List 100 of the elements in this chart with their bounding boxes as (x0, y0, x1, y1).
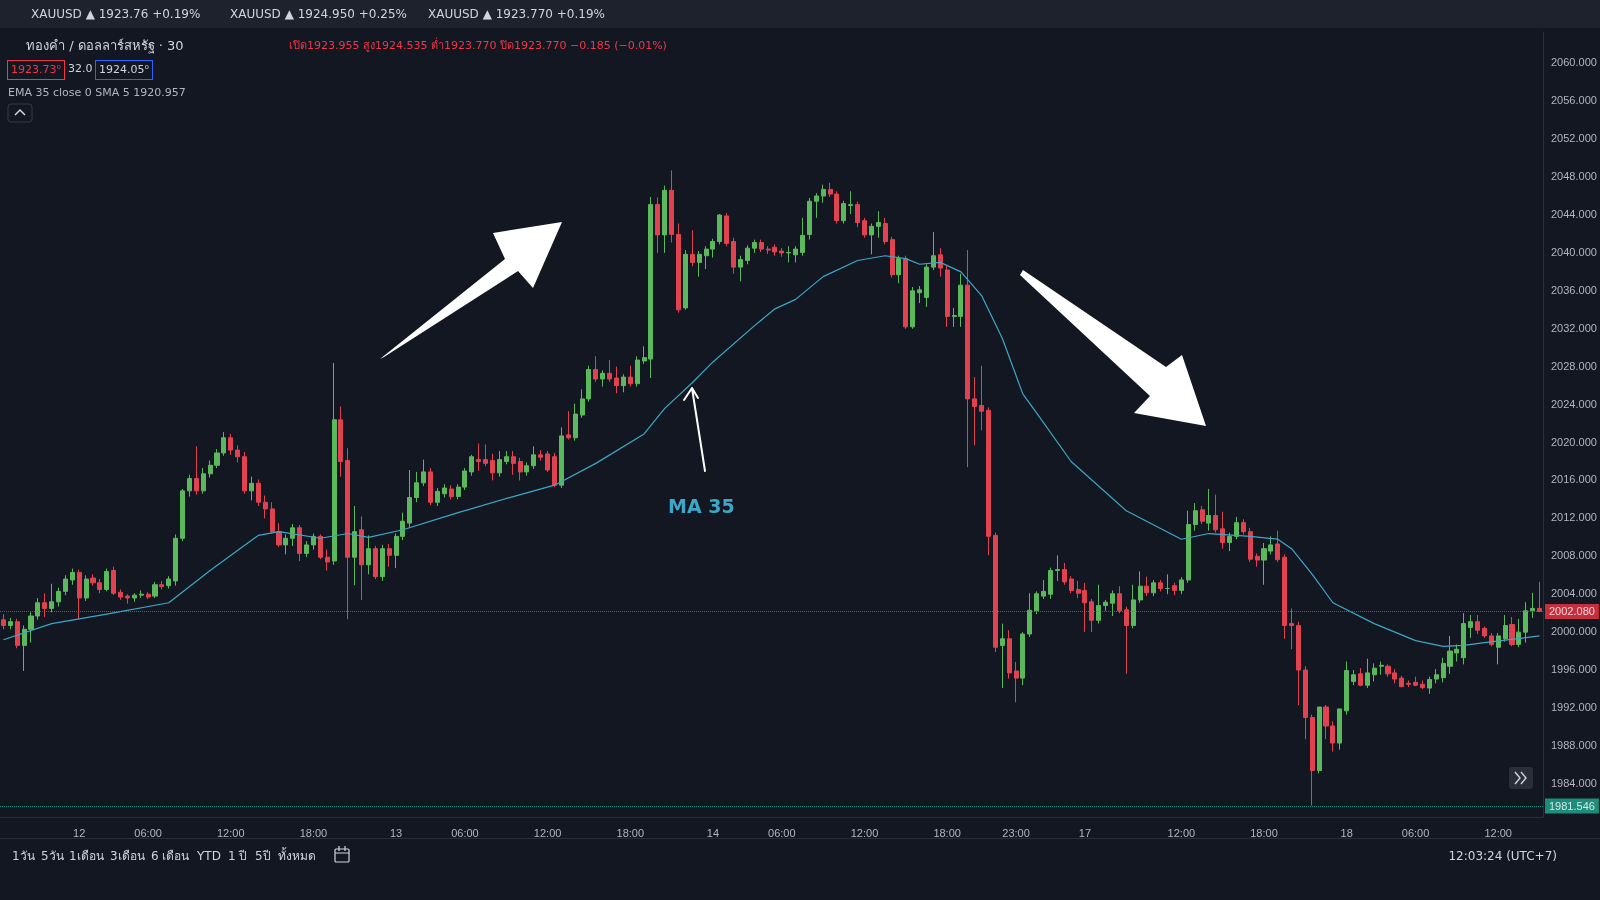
y-tick-label: 1996.000 (1551, 663, 1597, 676)
candlestick (1020, 631, 1025, 686)
text: 5ปี (255, 848, 271, 864)
candlestick (490, 453, 495, 481)
candlestick (1289, 607, 1294, 650)
candlestick (1434, 668, 1439, 684)
text: ทั้งหมด (278, 848, 316, 864)
candlestick (573, 403, 578, 442)
candlestick (1489, 632, 1494, 647)
candlestick (903, 255, 908, 330)
candlestick (146, 591, 151, 600)
text: MA 35 (668, 494, 735, 517)
candlestick (814, 192, 819, 219)
candlestick (1069, 575, 1074, 594)
candlestick (752, 239, 757, 254)
candlestick (938, 247, 943, 278)
candlestick (524, 461, 529, 477)
candlestick (511, 450, 516, 476)
candlestick (1193, 502, 1198, 532)
candlestick (635, 355, 640, 388)
candlestick (993, 532, 998, 653)
candlestick (104, 568, 109, 592)
candlestick (1516, 618, 1521, 648)
candlestick (1537, 581, 1542, 613)
x-tick-label: 12:00 (533, 826, 562, 839)
candlestick (1117, 585, 1122, 614)
candlestick (1296, 621, 1301, 706)
candlestick (800, 217, 805, 257)
candlestick (276, 522, 282, 548)
y-tick-label: 2056.000 (1551, 94, 1597, 107)
candlestick (759, 239, 764, 253)
candlestick (1523, 601, 1528, 644)
y-tick-label: 2000.000 (1551, 625, 1597, 638)
text: 1เดือน (69, 848, 104, 864)
candlestick (187, 474, 192, 498)
candlestick (1234, 516, 1239, 540)
x-tick-label: 23:00 (1002, 826, 1030, 839)
candlestick (807, 197, 812, 241)
y-tick-label: 2024.000 (1551, 397, 1597, 410)
candlestick (125, 593, 130, 605)
x-tick-label: 06:00 (134, 826, 162, 839)
candlestick (8, 617, 13, 630)
candlestick (242, 451, 247, 495)
x-tick-label: 12:00 (1484, 826, 1512, 839)
candlestick (717, 213, 722, 245)
candlestick (1124, 606, 1129, 675)
text: 12:03:24 (UTC+7) (1448, 848, 1557, 864)
candlestick (1206, 488, 1211, 532)
x-tick-label: 14 (706, 826, 720, 839)
y-tick-label: 2020.000 (1551, 435, 1597, 448)
candlestick (669, 169, 674, 243)
candlestick (697, 250, 702, 278)
candlestick (421, 459, 426, 487)
candlestick (614, 366, 619, 394)
candlestick (841, 200, 846, 225)
candlestick (483, 443, 488, 467)
candlestick (1344, 661, 1349, 716)
y-tick-label: 2048.000 (1551, 170, 1597, 183)
candlestick (15, 618, 20, 649)
candlestick (1275, 530, 1280, 563)
candlestick (1014, 661, 1019, 703)
x-tick-label: 06:00 (768, 826, 796, 839)
candlestick (793, 245, 798, 263)
x-tick-label: 13 (389, 826, 403, 839)
candlestick (325, 549, 330, 571)
candlestick (56, 587, 61, 608)
candlestick (855, 201, 860, 228)
text: 1วัน (12, 848, 35, 864)
y-tick-label: 2036.000 (1551, 283, 1597, 296)
candlestick (1048, 567, 1053, 600)
candlestick (786, 245, 791, 263)
candlestick (1337, 708, 1342, 751)
candlestick (373, 545, 378, 580)
candlestick (414, 471, 419, 503)
candlestick (862, 217, 867, 239)
line-series (2, 255, 1541, 647)
text: XAUUSD ▲ 1923.770 +0.19% (428, 6, 605, 22)
candlestick (731, 237, 736, 275)
candlestick (42, 592, 47, 618)
candlestick (435, 487, 440, 507)
candlestick (566, 410, 571, 441)
candlestick (1151, 579, 1156, 597)
candlestick (111, 566, 116, 596)
candlestick (655, 196, 660, 254)
annotation: 1924.05⁰ (95, 60, 153, 80)
candlestick (1165, 573, 1170, 595)
candlestick (132, 592, 137, 603)
x-tick-label: 06:00 (1401, 826, 1430, 839)
candlestick (1103, 599, 1108, 612)
y-tick-label: 2028.000 (1551, 359, 1597, 372)
candlestick (256, 478, 261, 507)
candlestick (979, 365, 984, 431)
candlestick (848, 190, 853, 215)
candlestick (683, 249, 688, 311)
text: 3เดือน (110, 848, 145, 864)
candlestick (1503, 614, 1508, 643)
candlestick (70, 568, 75, 586)
candlestick (497, 450, 502, 478)
candlestick (1227, 532, 1232, 552)
candlestick (1530, 592, 1535, 619)
